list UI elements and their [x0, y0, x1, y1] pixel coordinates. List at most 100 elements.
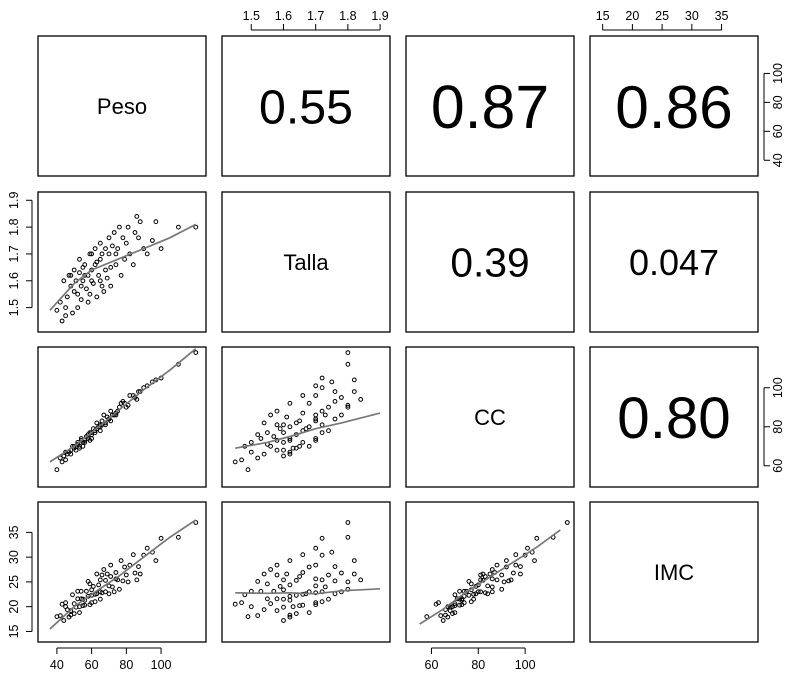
panel-talla-talla [221, 191, 391, 333]
point-peso-cc-51 [108, 418, 114, 424]
point-talla-cc-15 [339, 395, 344, 400]
point-peso-imc-22 [113, 570, 119, 575]
point-peso-imc-43 [97, 596, 103, 602]
point-cc-imc-35 [564, 520, 570, 525]
point-cc-imc-1 [452, 601, 458, 607]
point-peso-talla-64 [94, 259, 100, 265]
correlation-talla-cc: 0.39 [450, 240, 529, 286]
point-talla-cc-46 [300, 393, 306, 398]
point-talla-imc-72 [274, 562, 280, 568]
point-cc-imc-63 [459, 597, 465, 603]
point-cc-imc-30 [499, 586, 505, 592]
point-peso-imc-47 [144, 545, 150, 551]
point-talla-cc-16 [255, 455, 261, 461]
point-cc-imc-57 [501, 579, 507, 585]
point-talla-imc-74 [287, 612, 293, 618]
correlation-talla-imc: 0.047 [629, 242, 719, 283]
point-peso-talla-32 [150, 238, 155, 243]
tick-label-imc-left-1: 20 [7, 600, 21, 614]
point-talla-cc-24 [319, 385, 325, 391]
point-peso-talla-18 [78, 283, 84, 289]
point-talla-imc-71 [281, 577, 286, 583]
point-peso-talla-5 [106, 251, 112, 257]
smooth-line-cc-imc [419, 529, 561, 625]
variable-name-imc: IMC [654, 560, 694, 585]
point-peso-talla-73 [78, 297, 84, 303]
point-peso-talla-50 [104, 275, 110, 281]
point-cc-imc-70 [468, 581, 474, 587]
point-peso-imc-34 [176, 534, 181, 540]
point-peso-imc-20 [96, 582, 101, 588]
point-peso-talla-56 [118, 273, 124, 278]
point-peso-cc-43 [97, 428, 103, 434]
point-peso-imc-70 [87, 581, 93, 587]
point-talla-cc-62 [281, 447, 286, 453]
point-peso-talla-74 [68, 273, 74, 278]
point-peso-cc-61 [63, 457, 68, 463]
correlation-peso-talla: 0.55 [259, 80, 353, 134]
point-talla-cc-30 [345, 404, 351, 410]
point-talla-cc-57 [345, 402, 351, 408]
point-cc-imc-46 [513, 552, 519, 558]
panel-cc-cc [405, 346, 575, 488]
point-talla-cc-70 [265, 430, 270, 436]
point-talla-cc-68 [351, 377, 357, 383]
variable-name-cc: CC [474, 405, 506, 430]
point-cc-imc-9 [454, 596, 460, 602]
point-peso-cc-52 [80, 443, 86, 449]
point-talla-cc-74 [287, 451, 293, 457]
point-cc-imc-61 [436, 600, 441, 606]
point-peso-talla-33 [158, 246, 164, 252]
point-peso-imc-21 [103, 578, 108, 583]
point-talla-cc-63 [287, 438, 293, 443]
point-talla-imc-59 [313, 600, 319, 606]
point-talla-imc-68 [351, 558, 357, 563]
point-peso-imc-13 [110, 584, 115, 590]
point-talla-cc-43 [326, 428, 331, 434]
point-peso-talla-25 [61, 278, 67, 284]
point-peso-imc-17 [64, 607, 70, 612]
point-peso-talla-39 [101, 289, 107, 294]
tick-label-imc-left-3: 30 [7, 550, 21, 564]
point-talla-imc-57 [345, 579, 351, 585]
panel-imc-imc [589, 501, 759, 643]
point-talla-cc-23 [313, 393, 319, 398]
correlation-peso-cc: 0.87 [431, 73, 549, 141]
point-peso-imc-74 [68, 612, 74, 618]
smooth-line-peso-talla [49, 223, 197, 311]
point-peso-imc-45 [122, 564, 127, 570]
point-peso-cc-25 [61, 453, 67, 459]
point-peso-cc-39 [101, 412, 107, 418]
point-talla-imc-5 [313, 583, 319, 589]
point-talla-imc-2 [281, 596, 286, 602]
panel-talla-cc [405, 191, 575, 333]
point-talla-imc-52 [297, 603, 303, 609]
point-talla-cc-42 [313, 438, 319, 443]
point-peso-imc-44 [111, 589, 117, 595]
tick-label-talla-left-4: 1.9 [7, 192, 21, 209]
point-peso-talla-0 [63, 305, 68, 311]
point-talla-imc-14 [332, 578, 338, 584]
point-cc-imc-58 [508, 577, 514, 583]
point-talla-imc-42 [313, 602, 319, 608]
point-cc-imc-74 [443, 612, 448, 618]
point-talla-imc-25 [281, 618, 286, 623]
tick-label-peso-bottom-3: 100 [151, 658, 172, 672]
point-peso-imc-29 [106, 591, 112, 597]
point-cc-imc-23 [513, 562, 519, 568]
panel-peso-peso [37, 35, 207, 177]
panel-imc-peso [37, 501, 207, 643]
point-peso-talla-66 [113, 251, 119, 257]
tick-label-peso-right-3: 100 [771, 63, 785, 84]
point-talla-imc-10 [287, 593, 293, 599]
tick-label-imc-top-0: 15 [596, 9, 610, 23]
point-peso-talla-29 [106, 235, 112, 241]
point-cc-imc-43 [471, 596, 477, 602]
point-talla-imc-69 [290, 604, 296, 610]
point-talla-cc-64 [303, 426, 309, 432]
point-peso-imc-61 [63, 600, 68, 606]
point-peso-talla-41 [77, 256, 82, 262]
point-peso-imc-14 [120, 578, 126, 584]
point-talla-cc-14 [332, 399, 338, 404]
point-talla-imc-63 [287, 597, 293, 603]
